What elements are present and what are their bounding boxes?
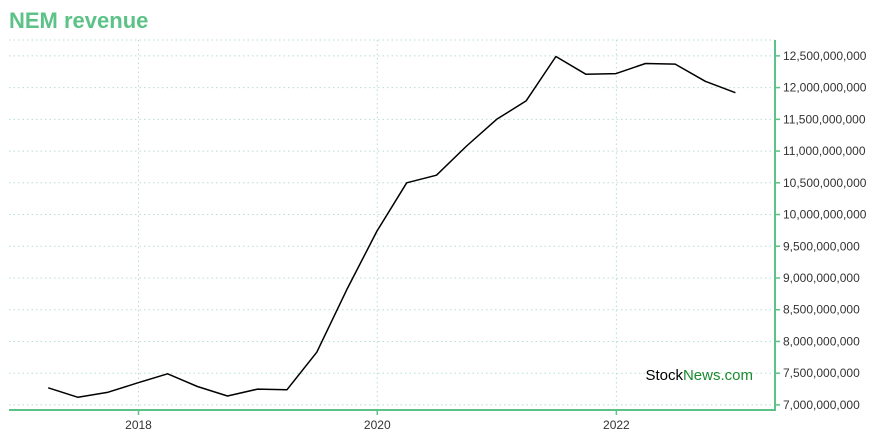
y-tick-label: 11,500,000,000 — [783, 112, 866, 126]
y-tick-label: 9,500,000,000 — [783, 239, 860, 253]
y-tick-label: 12,000,000,000 — [783, 81, 867, 95]
y-tick-label: 7,500,000,000 — [783, 366, 860, 380]
watermark-part-news: News — [683, 367, 721, 384]
y-tick-label: 9,000,000,000 — [783, 271, 860, 285]
x-tick-label: 2022 — [603, 418, 630, 432]
x-tick-label: 2018 — [125, 418, 152, 432]
grid-lines — [9, 39, 775, 410]
y-tick-label: 12,500,000,000 — [783, 49, 867, 63]
tick-labels: 7,000,000,000 7,500,000,000 8,000,000,000 8… — [125, 49, 867, 432]
watermark-part-stock: Stock — [645, 367, 683, 384]
y-tick-label: 10,000,000,000 — [783, 208, 867, 222]
chart-title: NEM revenue — [9, 8, 149, 33]
y-tick-label: 11,000,000,000 — [783, 144, 866, 158]
revenue-series-line — [47, 55, 736, 399]
axes — [9, 40, 780, 415]
x-tick-label: 2020 — [364, 418, 391, 432]
watermark-part-com: .com — [720, 367, 753, 384]
y-tick-label: 8,000,000,000 — [783, 334, 860, 348]
series — [47, 55, 736, 399]
y-tick-label: 8,500,000,000 — [783, 303, 860, 317]
y-tick-label: 10,500,000,000 — [783, 176, 867, 190]
y-tick-label: 7,000,000,000 — [783, 398, 860, 412]
stocknews-watermark: StockNews.com — [645, 367, 753, 384]
